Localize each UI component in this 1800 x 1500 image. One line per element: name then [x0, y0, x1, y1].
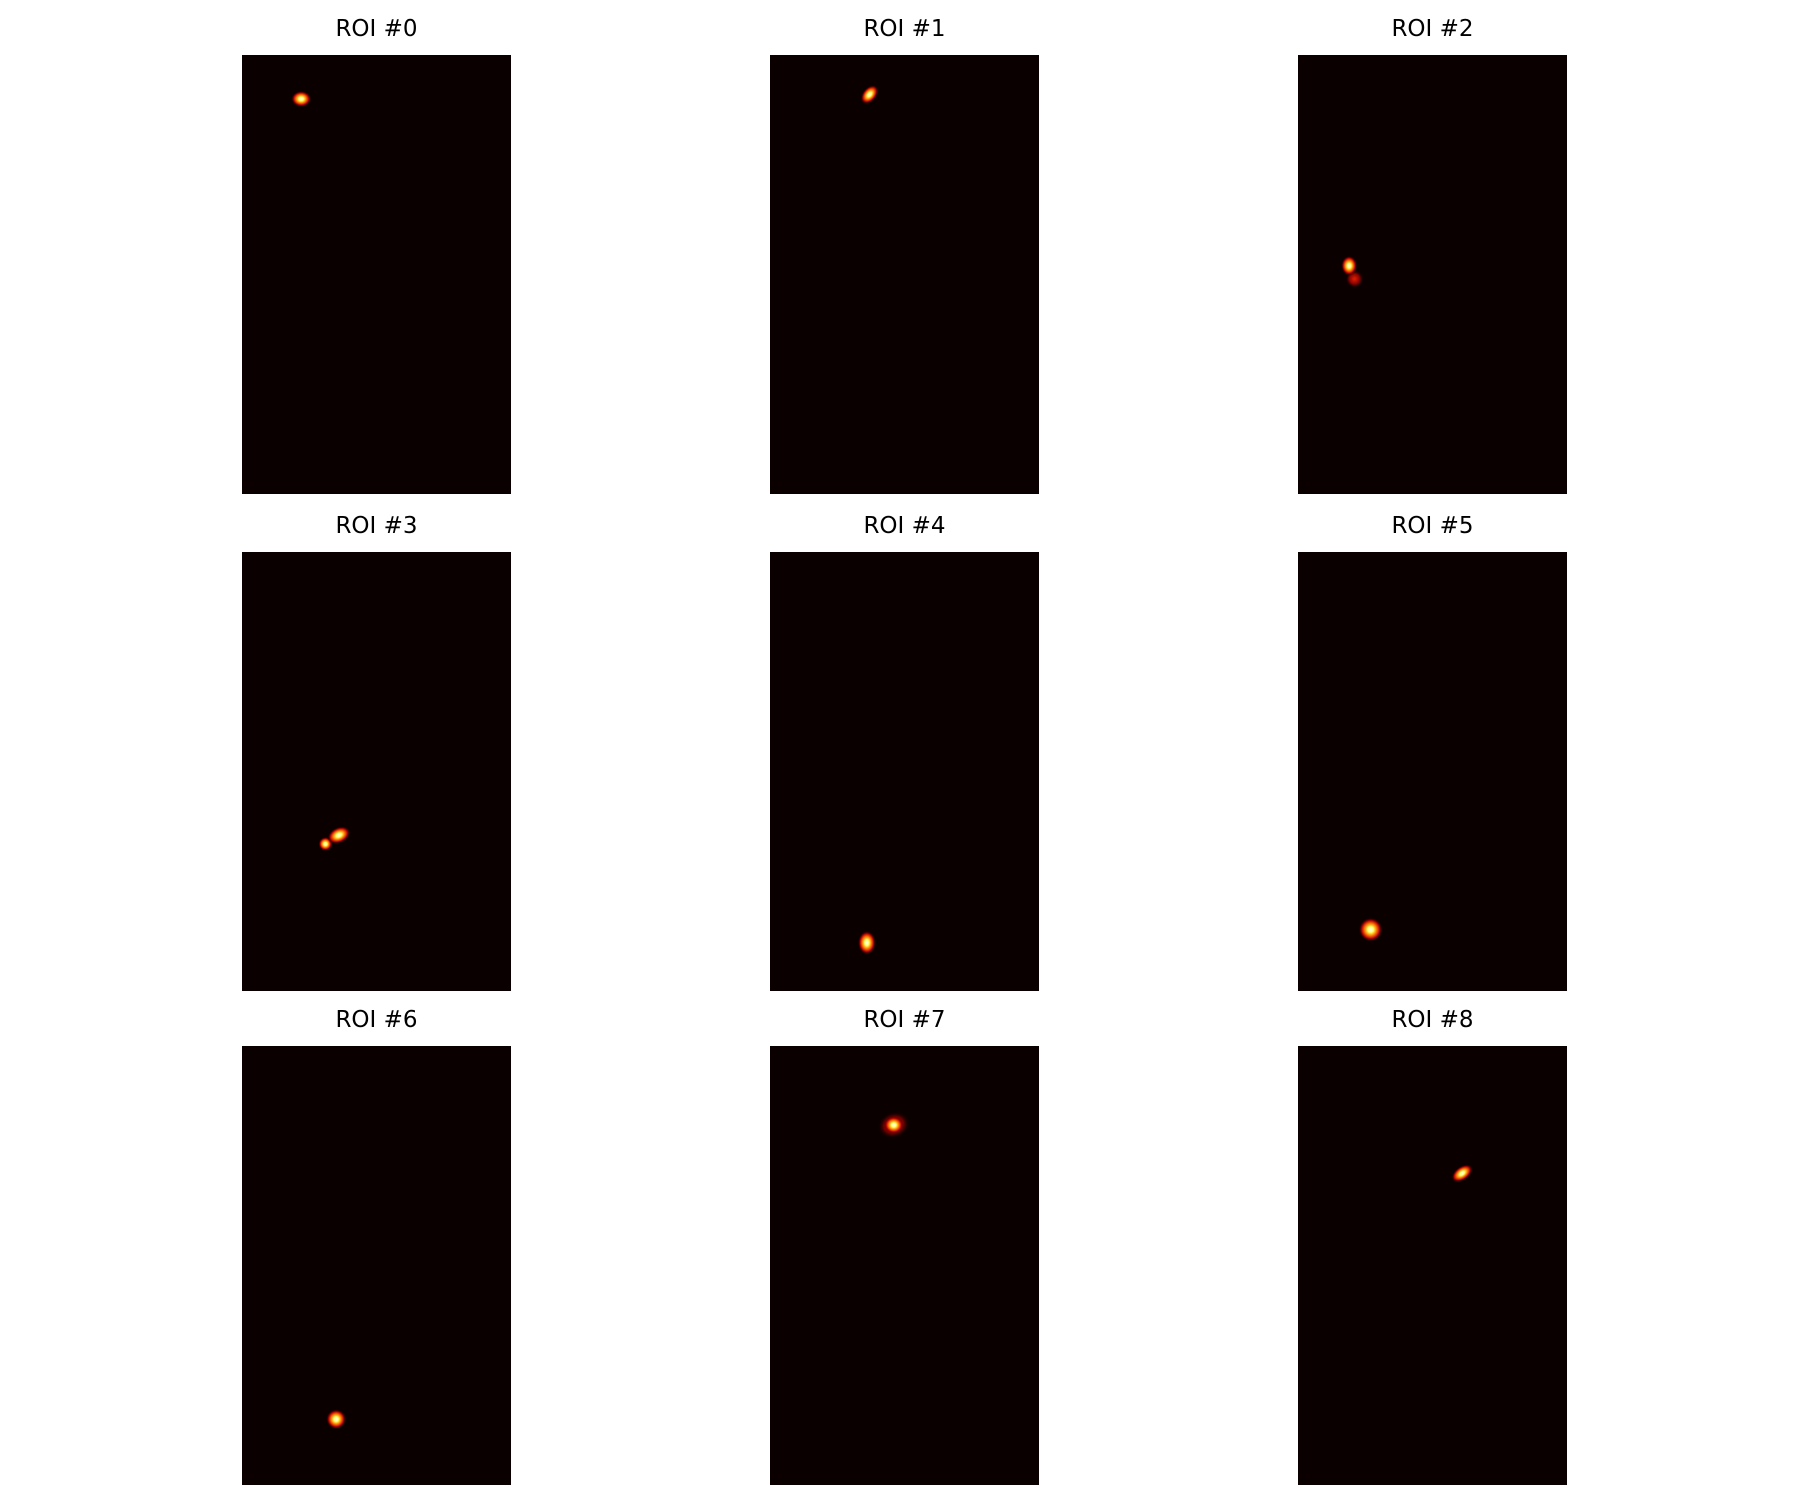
- panel-title: ROI #7: [863, 1007, 945, 1033]
- heatmap: [1298, 55, 1567, 494]
- hotspot: [883, 1116, 904, 1135]
- panel-title: ROI #2: [1391, 16, 1473, 42]
- heatmap: [1298, 552, 1567, 991]
- panel-title: ROI #3: [335, 513, 417, 539]
- heatmap: [242, 1046, 511, 1485]
- hotspot: [1451, 1164, 1473, 1183]
- hotspot: [1341, 255, 1358, 276]
- heatmap: [242, 552, 511, 991]
- panel-title: ROI #6: [335, 1007, 417, 1033]
- hotspot: [327, 826, 351, 845]
- heatmap: [770, 55, 1039, 494]
- panel-title: ROI #8: [1391, 1007, 1473, 1033]
- panel-title: ROI #1: [863, 16, 945, 42]
- hotspot: [857, 930, 876, 955]
- hotspot: [860, 84, 879, 105]
- hotspot: [1358, 917, 1383, 942]
- heatmap: [1298, 1046, 1567, 1485]
- panel-title: ROI #0: [335, 16, 417, 42]
- heatmap: [770, 1046, 1039, 1485]
- heatmap: [770, 552, 1039, 991]
- panel-title: ROI #5: [1391, 513, 1473, 539]
- hotspot: [326, 1409, 347, 1430]
- panel-title: ROI #4: [863, 513, 945, 539]
- heatmap: [242, 55, 511, 494]
- hotspot: [291, 90, 312, 107]
